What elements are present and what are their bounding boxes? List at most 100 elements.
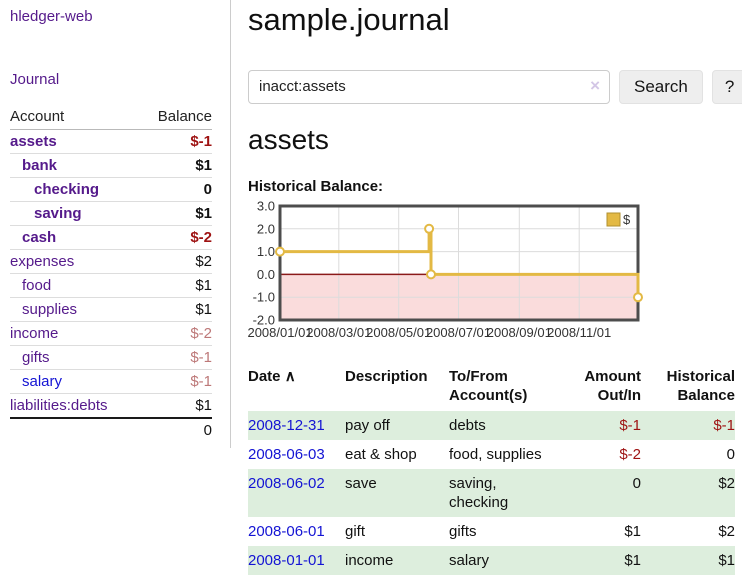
accounts-total-row: 0 [10,417,212,442]
account-balance: $1 [139,297,212,322]
account-row: gifts $-1 [10,345,212,370]
accounts-header-row: Account Balance [10,105,212,130]
account-row: supplies $1 [10,297,212,322]
svg-text:2008/07/01: 2008/07/01 [426,325,491,340]
transaction-balance: $2 [718,474,735,492]
account-balance: $1 [139,273,212,298]
help-button[interactable]: ? [711,69,742,104]
clear-search-icon[interactable]: × [590,75,600,95]
account-balance: $2 [139,249,212,274]
date-header-label: Date [248,367,281,385]
transaction-amount: $1 [624,551,641,569]
transaction-balance: $1 [718,551,735,569]
transaction-description: gift [345,522,366,540]
page-title: sample.journal [248,2,450,37]
account-balance: $1 [139,393,212,418]
register-row: 2008-06-01 gift gifts $1 $2 [248,517,735,546]
transaction-date-link[interactable]: 2008-06-03 [248,445,325,463]
transaction-balance: $-1 [713,416,735,434]
register-row: 2008-06-03 eat & shop food, supplies $-2 0 [248,440,735,469]
account-row: food $1 [10,273,212,298]
account-row: liabilities:debts $1 [10,393,212,418]
sidebar-account-cash[interactable]: cash [22,229,57,246]
accounts-total-spacer [10,417,140,442]
transaction-balance: $2 [718,522,735,540]
balance-chart-svg: $3.0 2.0 1.0 0.0 -1.0 -2.02008/01/012008/03/0… [247,198,643,340]
sidebar-account-checking[interactable]: checking [34,181,100,198]
sidebar-account-gifts[interactable]: gifts [22,349,50,366]
sidebar-account-salary[interactable]: salary [22,373,63,390]
svg-text:2008/05/01: 2008/05/01 [366,325,431,340]
transaction-date-link[interactable]: 2008-12-31 [248,416,325,434]
transaction-accounts: salary [449,551,490,569]
svg-text:0.0: 0.0 [257,267,275,282]
account-balance: $-1 [139,369,212,394]
account-row: assets $-1 [10,130,212,154]
sidebar-account-food[interactable]: food [22,277,52,294]
sort-ascending-icon: ∧ [284,367,296,385]
account-row: cash $-2 [10,225,212,250]
register-header-row: Date ∧ Description To/From Account(s) Am… [248,364,735,411]
transaction-date-cell: 2008-06-01 [248,517,345,546]
account-row: salary $-1 [10,369,212,394]
account-row: checking 0 [10,177,212,202]
balance-chart: $3.0 2.0 1.0 0.0 -1.0 -2.0 2008/01/01 2008/03/0… [247,198,742,344]
transaction-accounts: gifts [449,522,477,540]
register-header-description: Description [345,367,428,385]
transaction-description: pay off [345,416,390,434]
account-heading: assets [248,123,329,155]
transaction-date-cell: 2008-01-01 [248,546,345,575]
register-table: Date ∧ Description To/From Account(s) Am… [248,364,735,575]
accounts-table: Account Balance assets $-1 bank $1 checking 0… [10,105,212,442]
svg-text:-1.0: -1.0 [253,290,275,305]
transaction-description: save [345,474,377,492]
transaction-amount: $1 [624,522,641,540]
transaction-date-cell: 2008-06-03 [248,440,345,469]
transaction-accounts: debts [449,416,486,434]
account-balance: 0 [139,177,212,202]
account-balance: $1 [139,201,212,226]
register-row: 2008-01-01 income salary $1 $1 [248,545,735,575]
accounts-header-balance: Balance [139,105,212,130]
search-row: × Search ? [248,69,742,104]
transaction-description: income [345,551,394,569]
sidebar-account-expenses[interactable]: expenses [10,253,75,270]
transaction-date-link[interactable]: 2008-06-02 [248,474,325,492]
sidebar: hledger-web Journal Account Balance asse… [0,0,231,448]
app-title-link[interactable]: hledger-web [10,8,93,25]
transaction-date-link[interactable]: 2008-01-01 [248,551,325,569]
main-content: sample.journal × Search ? assets Histori… [231,0,742,575]
sidebar-account-income[interactable]: income [10,325,59,342]
sidebar-account-bank[interactable]: bank [22,157,58,174]
account-balance: $-2 [139,321,212,346]
svg-text:-2.0: -2.0 [253,312,275,327]
svg-text:$: $ [623,212,631,227]
search-input[interactable] [248,69,610,104]
account-row: expenses $2 [10,249,212,274]
search-box: × [248,69,610,104]
transaction-date-cell: 2008-06-02 [248,469,345,517]
transaction-balance: 0 [726,445,735,463]
register-row: 2008-12-31 pay off debts $-1 $-1 [248,410,735,440]
accounts-header-account: Account [10,105,140,130]
account-balance: $-1 [190,133,212,150]
sidebar-account-saving[interactable]: saving [34,205,82,222]
transaction-date-link[interactable]: 2008-06-01 [248,522,325,540]
chart-title: Historical Balance: [248,177,384,195]
register-header-balance: Historical Balance [666,367,735,404]
search-button[interactable]: Search [619,69,703,104]
register-row: 2008-06-02 save saving, checking 0 $2 [248,468,735,517]
account-row: income $-2 [10,321,212,346]
transaction-accounts: food, supplies [449,445,542,463]
transaction-accounts: saving, checking [449,474,509,511]
sidebar-account-liabilities-debts[interactable]: liabilities:debts [10,397,108,414]
sidebar-account-assets[interactable]: assets [10,133,57,150]
sidebar-account-supplies[interactable]: supplies [22,301,78,318]
svg-text:2008/01/01: 2008/01/01 [247,325,312,340]
register-header-date[interactable]: Date ∧ [248,364,345,411]
sidebar-item-journal[interactable]: Journal [10,71,60,88]
account-balance: $1 [139,153,212,178]
transaction-amount: 0 [632,474,641,492]
svg-text:2008/09/01: 2008/09/01 [487,325,552,340]
svg-text:2008/11/01: 2008/11/01 [547,325,611,340]
